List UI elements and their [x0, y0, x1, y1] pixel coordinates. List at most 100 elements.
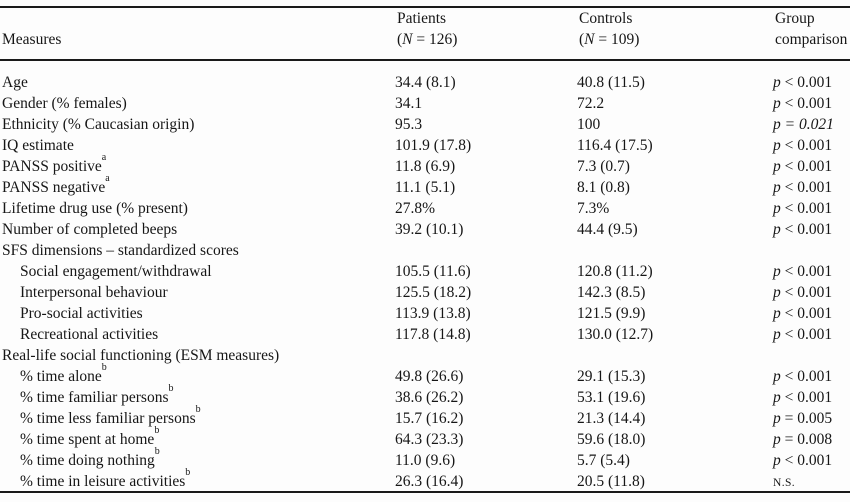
- group-comparison-cell: p < 0.001: [773, 219, 850, 240]
- patients-value-cell: 113.9 (13.8): [395, 305, 471, 322]
- measure-cell: IQ estimate: [0, 135, 395, 156]
- controls-value-cell: [577, 240, 773, 261]
- controls-header-label: Controls: [579, 10, 633, 27]
- group-comparison-cell: p = 0.021: [773, 114, 850, 135]
- p-value: < 0.001: [780, 452, 833, 469]
- footnote-superscript: b: [154, 445, 160, 457]
- patients-value-cell: 39.2 (10.1): [395, 221, 464, 238]
- p-value: < 0.001: [780, 263, 833, 280]
- controls-value-cell: 5.7 (5.4): [577, 452, 630, 469]
- controls-value-cell: 7.3 (0.7): [577, 158, 630, 175]
- group-comparison-cell: p < 0.001: [773, 450, 850, 471]
- patients-value-cell: [395, 240, 577, 261]
- p-symbol: p: [773, 284, 781, 301]
- controls-value-cell: 8.1 (0.8): [577, 179, 630, 196]
- patients-value-cell: 15.7 (16.2): [395, 410, 464, 427]
- p-value: < 0.001: [780, 305, 833, 322]
- patients-header-n: (N = 126): [397, 31, 458, 48]
- patients-n-symbol: N: [402, 31, 413, 48]
- table-row: Recreational activities 117.8 (14.8) 130…: [0, 324, 850, 345]
- p-value: < 0.001: [780, 200, 833, 217]
- measure-cell: Real-life social functioning (ESM measur…: [0, 345, 395, 366]
- p-symbol: p: [773, 221, 781, 238]
- controls-value-cell: 40.8 (11.5): [577, 74, 645, 91]
- measure-label: PANSS negative: [2, 179, 106, 196]
- p-symbol: p: [773, 326, 781, 343]
- patients-value-cell: 117.8 (14.8): [395, 326, 471, 343]
- p-symbol: p: [773, 263, 781, 280]
- measure-cell: % time less familiar personsb: [0, 404, 395, 429]
- controls-header-n: (N = 109): [579, 31, 640, 48]
- controls-value-cell: 100: [577, 116, 601, 133]
- p-value: < 0.001: [780, 74, 833, 91]
- group-comparison-cell: p < 0.001: [773, 93, 850, 114]
- controls-value-cell: 72.2: [577, 95, 605, 112]
- p-symbol: p: [773, 137, 781, 154]
- p-value: N.S.: [773, 477, 796, 489]
- p-value: < 0.001: [780, 221, 833, 238]
- measure-label: Ethnicity (% Caucasian origin): [2, 116, 195, 133]
- p-symbol: p: [773, 116, 781, 133]
- group-comparison-cell: p = 0.008: [773, 429, 850, 450]
- measure-cell: Number of completed beeps: [0, 219, 395, 240]
- table-row: PANSS negativea 11.1 (5.1) 8.1 (0.8) p <…: [0, 173, 850, 198]
- measure-cell: Pro-social activities: [0, 303, 395, 324]
- patients-value-cell: [395, 345, 577, 366]
- table-header-rule: [0, 59, 850, 61]
- footnote-superscript: b: [185, 466, 191, 478]
- group-comparison-cell: p < 0.001: [773, 282, 850, 303]
- table-header-row: Measures Patients (N = 126) Controls (N …: [0, 8, 850, 57]
- controls-value-cell: [577, 345, 773, 366]
- p-value: = 0.008: [780, 431, 833, 448]
- group-comparison-cell: [773, 345, 850, 366]
- p-symbol: p: [773, 305, 781, 322]
- patients-value-cell: 11.0 (9.6): [395, 452, 456, 469]
- p-symbol: p: [773, 368, 781, 385]
- column-header-patients: Patients (N = 126): [397, 8, 579, 50]
- table-bottom-rule: [0, 491, 850, 493]
- controls-value-cell: 120.8 (11.2): [577, 263, 653, 280]
- p-symbol: p: [773, 74, 781, 91]
- group-comparison-cell: p < 0.001: [773, 303, 850, 324]
- measure-cell: % time in leisure activitiesb: [0, 467, 395, 494]
- measure-cell: Recreational activities: [0, 324, 395, 345]
- patients-value-cell: 105.5 (11.6): [395, 263, 471, 280]
- footnote-superscript: a: [101, 151, 107, 163]
- p-symbol: p: [773, 158, 781, 175]
- measure-label: Real-life social functioning (ESM measur…: [2, 347, 280, 364]
- table-row: Interpersonal behaviour 125.5 (18.2) 142…: [0, 282, 850, 303]
- table-row: SFS dimensions – standardized scores: [0, 240, 850, 261]
- group-comparison-cell: N.S.: [773, 471, 850, 494]
- group-comparison-cell: p < 0.001: [773, 156, 850, 177]
- measure-label: % time alone: [20, 368, 102, 385]
- table-row: Real-life social functioning (ESM measur…: [0, 345, 850, 366]
- controls-value-cell: 142.3 (8.5): [577, 284, 646, 301]
- measure-cell: Ethnicity (% Caucasian origin): [0, 114, 395, 135]
- measure-cell: % time spent at homeb: [0, 425, 395, 450]
- measure-cell: Social engagement/withdrawal: [0, 261, 395, 282]
- footnote-superscript: b: [168, 382, 174, 394]
- measure-cell: PANSS negativea: [0, 173, 395, 198]
- measure-label: Social engagement/withdrawal: [20, 263, 212, 280]
- measure-label: Number of completed beeps: [2, 221, 178, 238]
- measure-cell: Lifetime drug use (% present): [0, 198, 395, 219]
- group-comparison-cell: p = 0.005: [773, 408, 850, 429]
- measure-label: IQ estimate: [2, 137, 74, 154]
- table-row: Pro-social activities 113.9 (13.8) 121.5…: [0, 303, 850, 324]
- measure-cell: PANSS positivea: [0, 152, 395, 177]
- p-value: < 0.001: [780, 137, 833, 154]
- table-row: Social engagement/withdrawal 105.5 (11.6…: [0, 261, 850, 282]
- p-value: < 0.001: [780, 389, 833, 406]
- p-symbol: p: [773, 95, 781, 112]
- measure-label: % time spent at home: [20, 431, 155, 448]
- measure-label: % time less familiar persons: [20, 410, 196, 427]
- patients-value-cell: 26.3 (16.4): [395, 473, 464, 490]
- patients-value-cell: 38.6 (26.2): [395, 389, 464, 406]
- table-row: % time in leisure activitiesb 26.3 (16.4…: [0, 467, 850, 494]
- table-row: Age 34.4 (8.1) 40.8 (11.5) p < 0.001: [0, 72, 850, 93]
- group-comparison-cell: p < 0.001: [773, 198, 850, 219]
- patients-value-cell: 11.1 (5.1): [395, 179, 456, 196]
- p-value: < 0.001: [780, 326, 833, 343]
- footnote-superscript: b: [154, 424, 160, 436]
